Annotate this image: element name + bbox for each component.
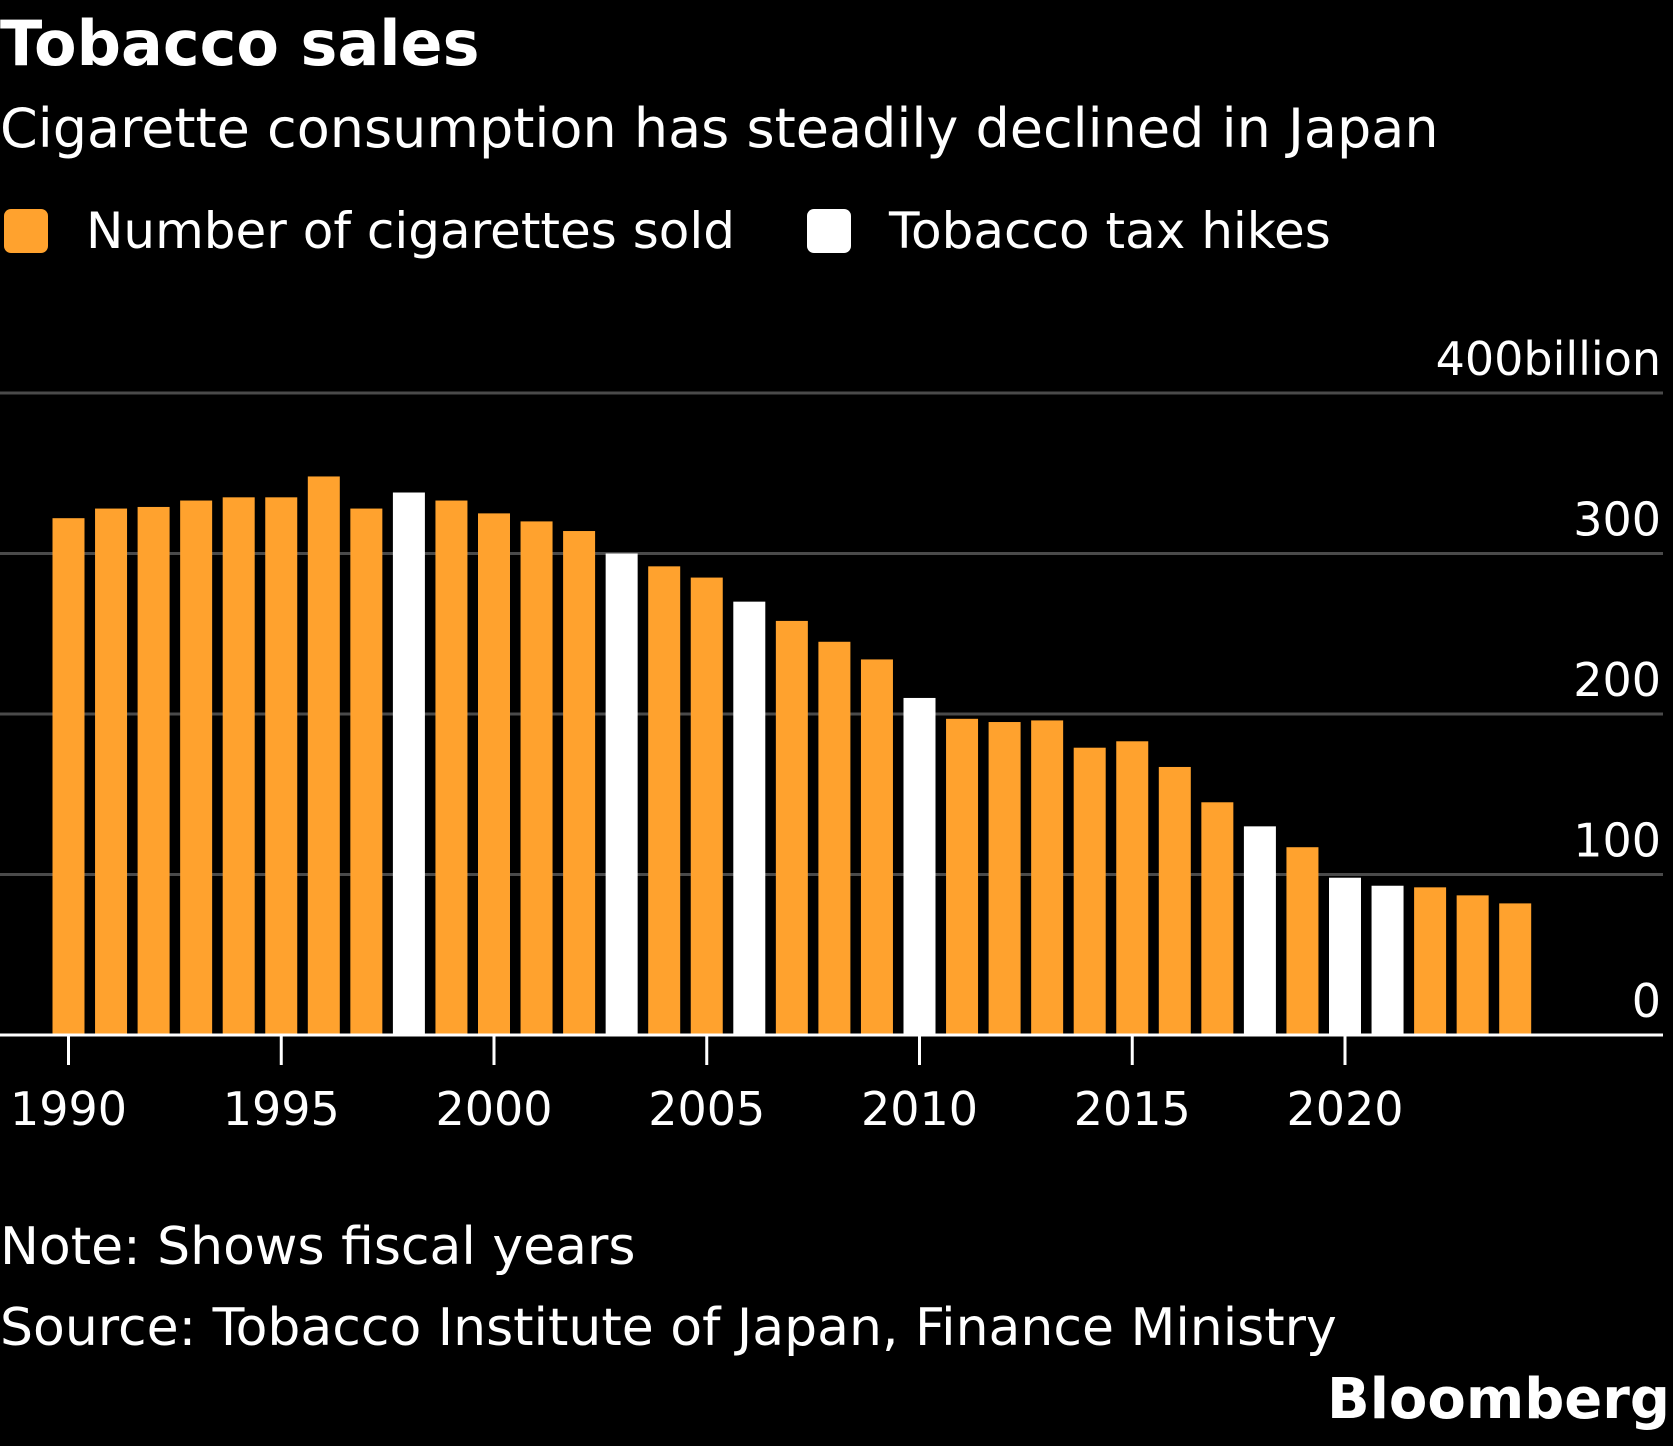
bar-2013 (1031, 720, 1064, 1035)
bar-1998-tax-hike (392, 492, 425, 1035)
bar-2005 (690, 577, 723, 1035)
x-tick-label-2000: 2000 (435, 1082, 552, 1136)
bar-2017 (1201, 802, 1234, 1035)
bloomberg-logo: Bloomberg (1327, 1367, 1670, 1432)
legend-label-cigarettes-sold: Number of cigarettes sold (86, 202, 735, 260)
bar-2007 (775, 620, 808, 1035)
bar-2014 (1073, 747, 1106, 1035)
bar-2001 (520, 521, 553, 1035)
legend-swatch-cigarettes-sold (4, 209, 48, 253)
bar-2010-tax-hike (903, 697, 936, 1035)
bar-1997 (350, 508, 383, 1035)
bar-2022 (1414, 887, 1447, 1035)
x-tick-label-1990: 1990 (10, 1082, 127, 1136)
x-tick-label-2015: 2015 (1074, 1082, 1191, 1136)
x-tick-label-1995: 1995 (223, 1082, 340, 1136)
bar-1999 (435, 500, 468, 1035)
bar-1996 (307, 476, 340, 1036)
legend-item-tax-hikes: Tobacco tax hikes (803, 202, 1331, 260)
chart-source: Source: Tobacco Institute of Japan, Fina… (0, 1298, 1337, 1358)
bar-2016 (1158, 766, 1191, 1035)
bar-2004 (648, 566, 681, 1035)
tick-labels: 0 100 200 300 400billion 1990 1995 2000 2005 2010… (10, 332, 1661, 1136)
bar-2018-tax-hike (1243, 826, 1276, 1035)
bar-2011 (946, 718, 979, 1035)
bar-2008 (818, 641, 851, 1035)
bar-2006-tax-hike (733, 601, 766, 1035)
legend-item-cigarettes-sold: Number of cigarettes sold (0, 202, 735, 260)
y-tick-label-200: 200 (1573, 653, 1661, 707)
bar-1990 (52, 518, 85, 1035)
bar-2023 (1456, 895, 1489, 1035)
bar-2009 (860, 659, 893, 1035)
chart-legend: Number of cigarettes sold Tobacco tax hi… (0, 196, 1399, 266)
bar-2012 (988, 722, 1021, 1035)
bar-2021-tax-hike (1371, 885, 1404, 1035)
axes (0, 1033, 1663, 1065)
bar-2024 (1499, 903, 1532, 1035)
bar-2020-tax-hike (1329, 877, 1361, 1035)
bar-2019 (1286, 847, 1319, 1035)
chart-title: Tobacco sales (0, 7, 480, 80)
bar-2015 (1116, 741, 1149, 1035)
y-tick-label-100: 100 (1573, 814, 1661, 868)
bar-1995 (265, 497, 298, 1035)
bar-1993 (180, 500, 213, 1035)
legend-swatch-tax-hikes (807, 209, 851, 253)
y-tick-label-300: 300 (1573, 493, 1661, 547)
legend-label-tax-hikes: Tobacco tax hikes (889, 202, 1331, 260)
x-tick-label-2010: 2010 (861, 1082, 978, 1136)
bar-2003-tax-hike (605, 553, 638, 1035)
y-tick-label-0: 0 (1632, 974, 1661, 1028)
x-tick-label-2005: 2005 (648, 1082, 765, 1136)
bar-2000 (478, 513, 510, 1035)
bar-2002 (563, 531, 596, 1035)
bars (52, 476, 1532, 1036)
bar-1992 (137, 506, 170, 1036)
chart-subtitle: Cigarette consumption has steadily decli… (0, 97, 1439, 160)
bar-1994 (222, 497, 255, 1035)
chart-note: Note: Shows fiscal years (0, 1217, 636, 1277)
y-tick-label-400: 400billion (1436, 332, 1661, 386)
x-tick-label-2020: 2020 (1286, 1082, 1403, 1136)
bar-1991 (95, 508, 128, 1035)
